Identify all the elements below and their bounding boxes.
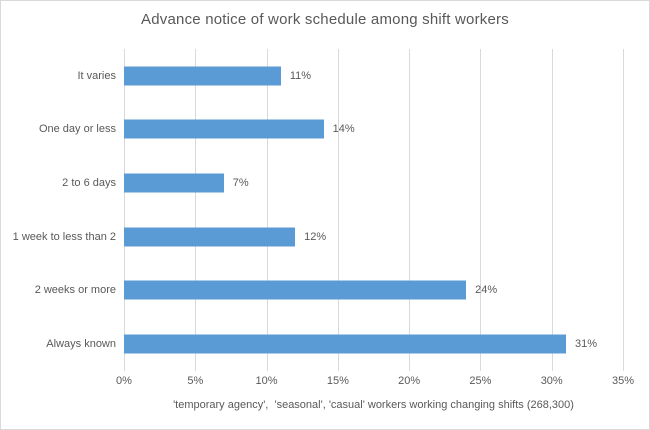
gridline [266,49,268,371]
gridline [124,49,125,371]
gridline [409,49,411,371]
bar-row: 11% [124,49,623,103]
bar-row: 14% [124,103,623,157]
bar-row: 12% [124,210,623,264]
value-label: 24% [475,284,498,297]
value-label: 12% [304,230,327,243]
category-label: 2 to 6 days [62,177,116,190]
category-label: 1 week to less than 2 [12,230,116,243]
category-label: One day or less [38,123,116,136]
gridline [623,49,624,371]
y-axis-category-labels: It varies One day or less 2 to 6 days 1 wee… [1,49,116,371]
plot-area: 11% 14% 7% 12% 24% 31% [124,49,624,371]
bar [124,173,224,193]
value-label: 11% [289,69,312,82]
bar [124,66,281,86]
x-axis-tick-label: 0% [116,375,132,387]
value-label: 31% [574,338,597,351]
bar-row: 7% [124,156,623,210]
chart-title: Advance notice of work schedule among sh… [141,11,509,28]
bar [124,334,566,354]
x-axis-note: 'temporary agency', 'seasonal', 'casual'… [173,399,574,411]
value-label: 7% [232,177,249,190]
x-axis-tick-label: 15% [326,375,349,387]
bar-row: 31% [124,317,623,371]
x-axis-tick-label: 25% [469,375,492,387]
x-axis-tick-label: 35% [611,375,635,387]
gridline [551,49,553,371]
bar [124,119,324,139]
x-axis: 0% 5% 10% 15% 20% 25% 30% 35% [116,375,634,391]
x-axis-tick-label: 30% [540,375,563,387]
category-label: 2 weeks or more [34,284,116,297]
gridline [195,49,197,371]
category-label: Always known [46,338,116,351]
gridline [480,49,482,371]
value-label: 14% [332,123,355,136]
x-axis-tick-label: 10% [255,375,278,387]
gridline [337,49,339,371]
bar [124,227,296,247]
x-axis-tick-label: 20% [398,375,421,387]
x-axis-tick-label: 5% [187,375,204,387]
bar-row: 24% [124,264,623,318]
category-label: It varies [77,69,116,82]
bar [124,280,467,300]
